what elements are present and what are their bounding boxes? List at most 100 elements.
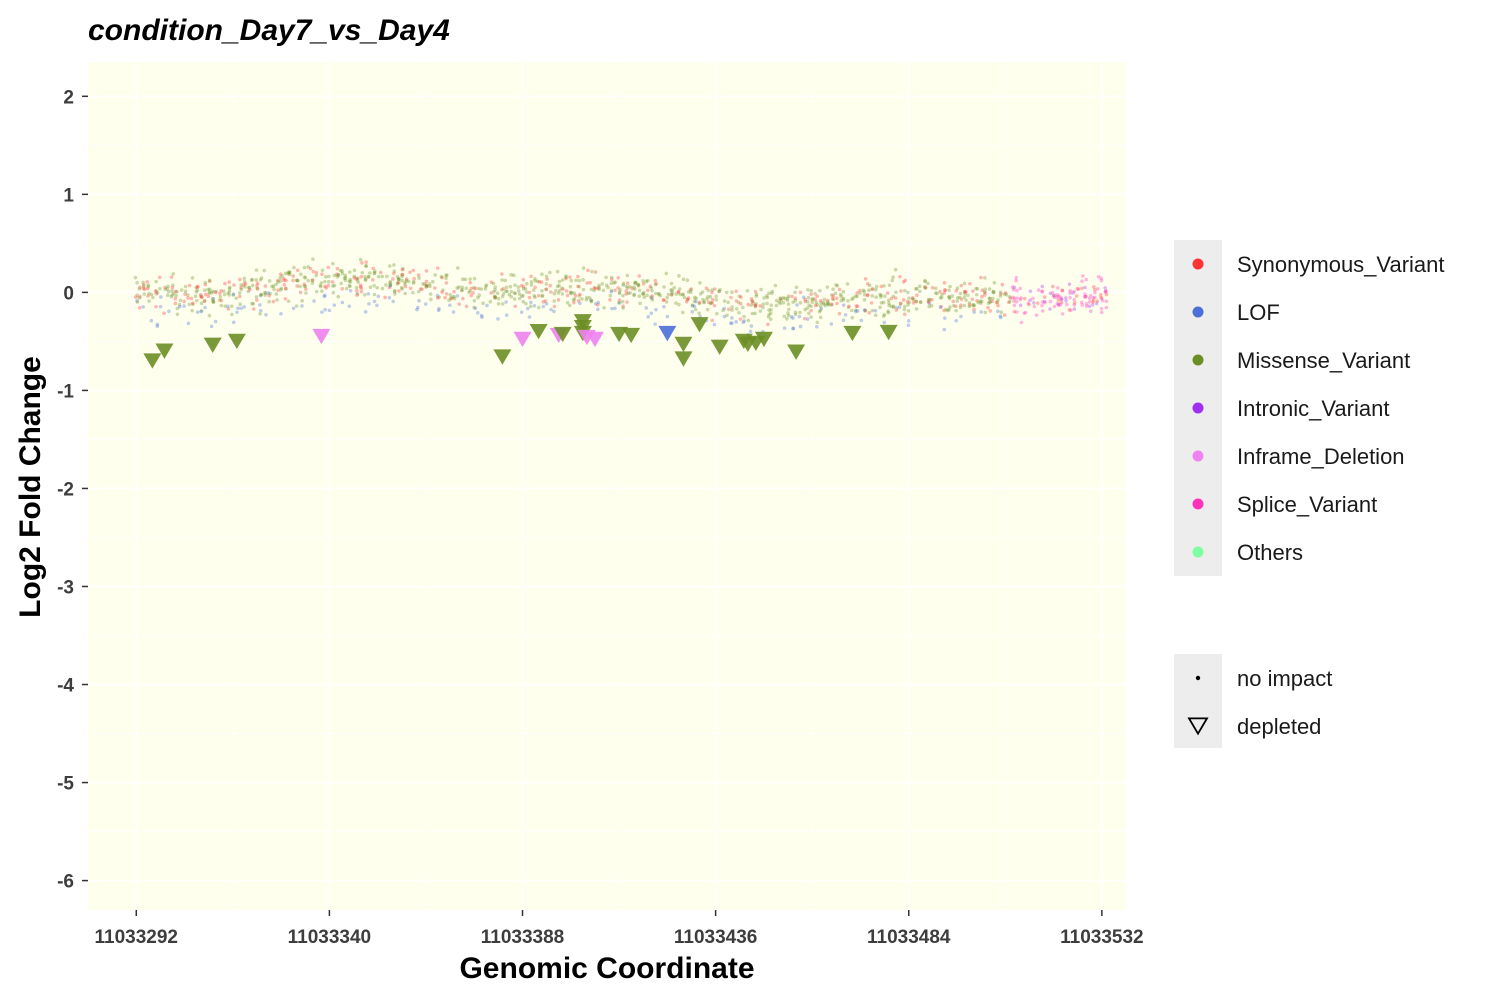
point-no-impact	[436, 308, 441, 313]
point-no-impact	[250, 283, 255, 288]
point-no-impact	[690, 303, 695, 308]
point-no-impact	[367, 302, 371, 306]
point-no-impact	[500, 288, 504, 292]
point-no-impact	[693, 307, 698, 312]
point-no-impact	[646, 315, 651, 319]
point-no-impact	[308, 266, 313, 271]
grid-lines	[88, 62, 1126, 910]
point-no-impact	[207, 291, 212, 296]
point-no-impact	[242, 279, 247, 284]
point-no-impact	[718, 287, 722, 292]
point-no-impact	[544, 301, 549, 306]
point-no-impact	[863, 309, 868, 313]
point-no-impact	[509, 294, 514, 299]
point-no-impact	[1091, 296, 1096, 300]
point-no-impact	[674, 292, 679, 296]
point-no-impact	[1060, 288, 1065, 293]
point-no-impact	[358, 257, 363, 262]
point-no-impact	[690, 310, 695, 314]
point-no-impact	[625, 300, 629, 304]
point-no-impact	[819, 301, 823, 305]
point-no-impact	[786, 313, 791, 318]
point-no-impact	[1014, 310, 1019, 314]
point-no-impact	[137, 287, 142, 291]
point-no-impact	[942, 327, 947, 332]
point-no-impact	[516, 289, 521, 293]
point-no-impact	[847, 304, 851, 309]
point-no-impact	[613, 280, 618, 284]
point-no-impact	[221, 289, 226, 293]
point-depleted	[843, 325, 862, 342]
point-no-impact	[291, 278, 295, 283]
point-no-impact	[866, 293, 870, 297]
point-no-impact	[791, 326, 795, 331]
point-no-impact	[306, 265, 310, 269]
point-no-impact	[793, 298, 798, 303]
point-no-impact	[742, 319, 747, 323]
point-no-impact	[911, 301, 916, 305]
point-no-impact	[344, 286, 349, 291]
point-no-impact	[1027, 302, 1031, 307]
x-tick-label: 11033340	[288, 927, 372, 948]
point-no-impact	[767, 312, 771, 317]
point-no-impact	[810, 300, 814, 305]
point-no-impact	[1088, 294, 1093, 298]
point-no-impact	[636, 283, 641, 287]
point-no-impact	[573, 293, 578, 298]
point-no-impact	[190, 302, 195, 307]
point-no-impact	[709, 301, 713, 305]
y-tick-label: -5	[57, 774, 74, 795]
point-no-impact	[1052, 295, 1057, 300]
point-no-impact	[968, 281, 972, 286]
point-no-impact	[589, 299, 594, 304]
point-no-impact	[469, 293, 473, 298]
point-no-impact	[976, 300, 980, 305]
point-no-impact	[923, 286, 928, 290]
point-no-impact	[396, 277, 401, 282]
x-tick-label: 11033388	[481, 927, 565, 948]
point-no-impact	[958, 291, 963, 296]
point-no-impact	[388, 284, 393, 288]
point-no-impact	[338, 268, 343, 273]
point-no-impact	[276, 280, 280, 284]
point-no-impact	[491, 281, 496, 286]
point-no-impact	[1103, 286, 1107, 290]
point-no-impact	[593, 270, 598, 274]
point-no-impact	[392, 263, 396, 267]
point-no-impact	[971, 303, 976, 308]
point-no-impact	[238, 277, 242, 282]
point-no-impact	[881, 314, 886, 318]
point-no-impact	[753, 303, 758, 308]
point-no-impact	[712, 322, 717, 327]
point-no-impact	[171, 291, 176, 296]
point-no-impact	[930, 285, 935, 290]
point-no-impact	[789, 315, 794, 319]
point-no-impact	[190, 276, 195, 280]
point-no-impact	[226, 291, 230, 295]
point-no-impact	[395, 274, 400, 279]
point-no-impact	[187, 283, 192, 288]
point-no-impact	[267, 299, 271, 304]
point-no-impact	[195, 310, 200, 314]
point-no-impact	[669, 281, 674, 286]
point-no-impact	[267, 279, 272, 283]
point-no-impact	[873, 308, 878, 313]
point-no-impact	[1068, 291, 1072, 295]
point-no-impact	[722, 299, 727, 303]
point-no-impact	[171, 272, 175, 276]
point-no-impact	[662, 304, 666, 309]
point-no-impact	[503, 278, 508, 283]
point-no-impact	[694, 299, 698, 304]
point-no-impact	[648, 295, 653, 299]
point-no-impact	[972, 307, 976, 312]
point-no-impact	[282, 278, 286, 283]
point-no-impact	[654, 307, 658, 312]
point-no-impact	[540, 294, 544, 299]
point-no-impact	[202, 299, 207, 303]
point-no-impact	[918, 289, 922, 294]
point-no-impact	[787, 307, 791, 312]
point-no-impact	[593, 286, 597, 291]
point-no-impact	[243, 282, 248, 286]
point-no-impact	[468, 280, 473, 285]
point-no-impact	[387, 264, 392, 268]
